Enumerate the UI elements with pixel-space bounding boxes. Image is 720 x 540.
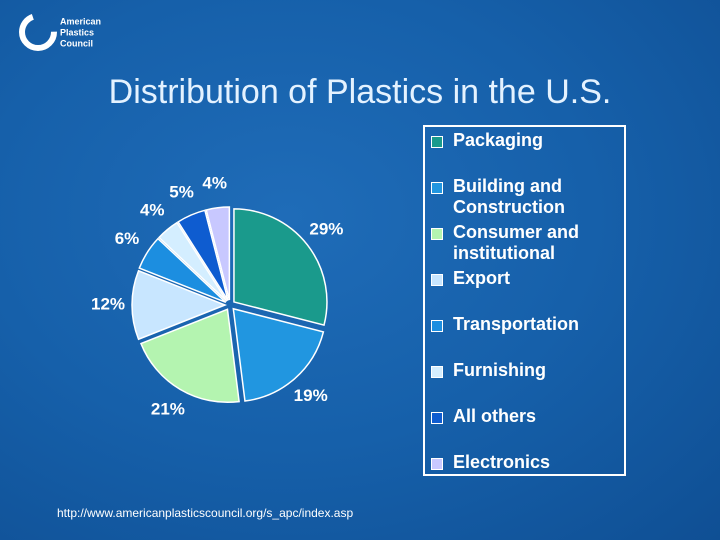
pie-slice	[157, 221, 228, 302]
pie-slice	[233, 208, 328, 326]
pie-slice	[205, 206, 231, 301]
legend-entry: Furnishing	[431, 360, 616, 381]
legend-swatch	[431, 412, 443, 424]
legend-entry: Electronics	[431, 452, 616, 473]
legend-swatch	[431, 136, 443, 148]
data-label: 6%	[115, 229, 140, 248]
data-label: 4%	[140, 200, 165, 219]
logo-text: Council	[60, 38, 93, 48]
legend-entry: Export	[431, 268, 616, 289]
data-label: 5%	[169, 183, 194, 202]
legend-swatch	[431, 320, 443, 332]
legend-swatch	[431, 274, 443, 286]
legend-label: Transportation	[453, 314, 580, 334]
pie-slice	[177, 209, 229, 301]
pie-slice	[131, 269, 228, 341]
data-label: 21%	[151, 399, 185, 418]
legend-label: Export	[453, 268, 511, 288]
pie-slice	[140, 308, 240, 403]
legend-label: Furnishing	[453, 360, 546, 380]
legend-label: Electronics	[453, 452, 551, 472]
legend-box	[423, 125, 626, 476]
chart-title: Distribution of Plastics in the U.S.	[109, 73, 612, 111]
legend-swatch	[431, 458, 443, 470]
legend-label: All others	[453, 406, 537, 426]
data-label: 4%	[202, 173, 227, 192]
legend-entry: All others	[431, 406, 616, 427]
logo-mark	[19, 13, 57, 51]
legend-label: Consumer and institutional	[453, 222, 580, 263]
legend-swatch	[431, 182, 443, 194]
pie-slice	[138, 237, 227, 304]
footer: http://www.americanplasticscouncil.org/s…	[57, 506, 353, 520]
legend-entry: Packaging	[431, 130, 616, 151]
legend-entry: Transportation	[431, 314, 616, 335]
legend-entry: Building and Construction	[431, 176, 616, 218]
logo-text: American	[60, 16, 101, 26]
logo-text: Plastics	[60, 27, 94, 37]
data-label: 19%	[294, 386, 328, 405]
pie-slice	[232, 307, 325, 402]
legend-swatch	[431, 366, 443, 378]
legend-label: Packaging	[453, 130, 544, 150]
data-label: 12%	[91, 294, 125, 313]
legend-label: Building and Construction	[453, 176, 565, 217]
legend-entry: Consumer and institutional	[431, 222, 616, 264]
data-label: 29%	[309, 220, 343, 239]
legend-swatch	[431, 228, 443, 240]
